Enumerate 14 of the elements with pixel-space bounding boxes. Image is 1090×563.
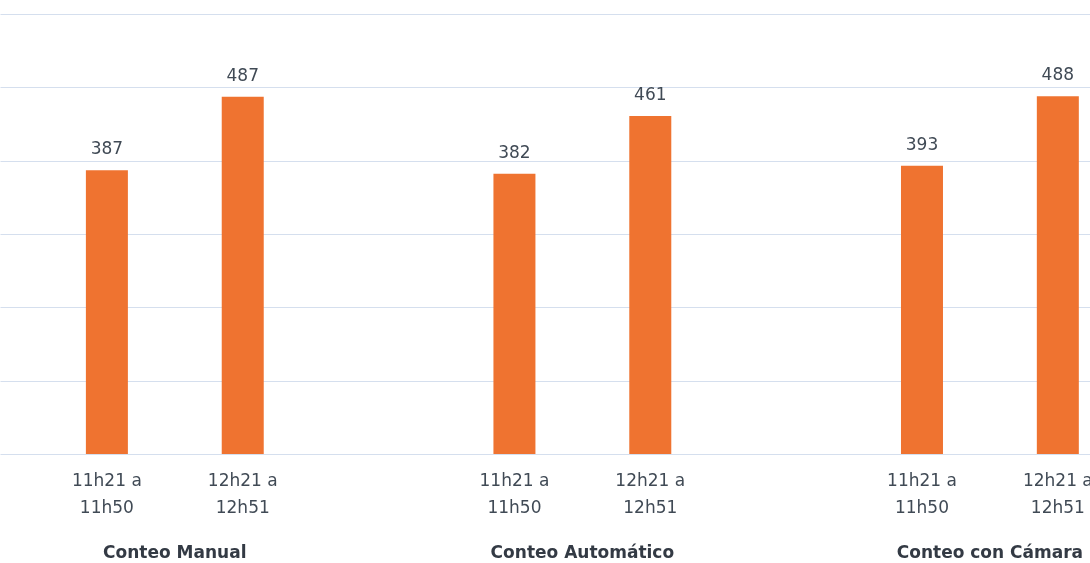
category-label: 11h21 a 11h50 bbox=[71, 470, 142, 517]
data-label: 487 bbox=[226, 64, 259, 85]
data-label: 488 bbox=[1041, 64, 1075, 85]
data-label: 461 bbox=[634, 83, 667, 104]
text: Conteo Manual bbox=[103, 542, 247, 562]
data-label: 387 bbox=[90, 138, 124, 159]
category-label: 11h21 a 11h50 bbox=[479, 470, 550, 517]
data-label: 393 bbox=[905, 133, 939, 154]
category-label: 11h21 a 11h50 bbox=[887, 470, 957, 517]
data-label: 382 bbox=[498, 141, 531, 162]
text: Conteo con Cámara bbox=[896, 542, 1084, 562]
category-label: 12h21 a 12h51 bbox=[207, 470, 278, 517]
category-label: 12h21 a 12h51 bbox=[615, 470, 686, 517]
text: Conteo Automático bbox=[490, 542, 675, 562]
